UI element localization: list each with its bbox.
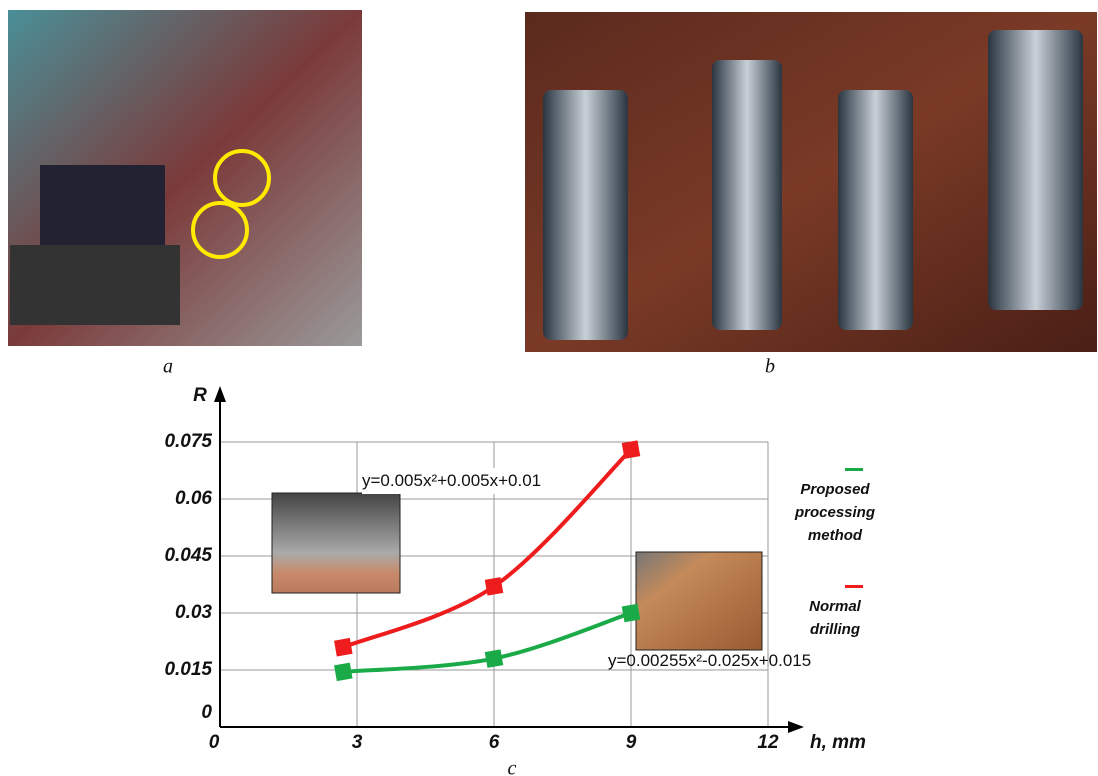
x-tick-label: 0 <box>209 732 220 753</box>
y-tick-label: 0.015 <box>164 659 212 680</box>
marker <box>622 604 641 623</box>
inset-photo <box>636 552 762 650</box>
tool <box>543 90 628 340</box>
panel-label: c <box>508 758 517 776</box>
tool <box>838 90 913 330</box>
laptop-base <box>10 245 180 325</box>
arrow <box>788 721 804 733</box>
marker <box>334 663 353 682</box>
legend-swatch <box>845 468 863 471</box>
marker <box>334 638 353 657</box>
marker <box>485 577 504 596</box>
y-tick-label: 0 <box>201 702 212 723</box>
legend-label: Proposed processing method <box>790 478 880 547</box>
inset-photo <box>272 493 400 593</box>
y-axis-label: R <box>193 385 207 406</box>
x-tick-label: 6 <box>489 732 500 753</box>
legend-swatch <box>845 585 863 588</box>
x-axis-label: h, mm <box>810 732 866 753</box>
y-tick-label: 0.045 <box>164 545 212 566</box>
legend-label: Normal drilling <box>790 595 880 641</box>
x-tick-label: 3 <box>352 732 363 753</box>
x-tick-label: 12 <box>757 732 779 753</box>
arrow <box>214 386 226 402</box>
tool <box>712 60 782 330</box>
figure: a b c 0 0.015 0.03 0.045 0.06 0.075 0 3 6 9 12 Rh, … <box>0 0 1098 776</box>
x-tick-label: 9 <box>626 732 637 753</box>
tool <box>988 30 1083 310</box>
y-tick-label: 0.03 <box>175 602 212 623</box>
y-tick-label: 0.075 <box>164 431 212 452</box>
marker <box>622 440 641 459</box>
panel-label: b <box>765 356 775 378</box>
equation: y=0.00255x²-0.025x+0.015 <box>608 648 758 674</box>
laptop-screen <box>40 165 165 245</box>
y-tick-label: 0.06 <box>175 488 212 509</box>
panel-label: a <box>163 356 173 378</box>
marker <box>485 649 504 668</box>
equation: y=0.005x²+0.005x+0.01 <box>362 468 541 494</box>
chart: a b c 0 0.015 0.03 0.045 0.06 0.075 0 3 6 9 12 Rh, … <box>0 0 1098 776</box>
